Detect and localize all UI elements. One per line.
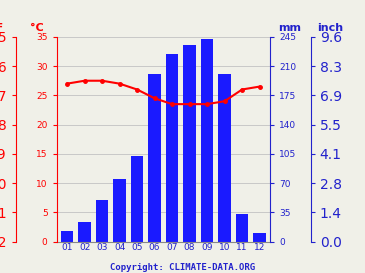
Bar <box>166 54 178 242</box>
Bar <box>61 231 73 242</box>
Bar <box>131 156 143 242</box>
Bar <box>114 179 126 242</box>
Text: Copyright: CLIMATE-DATA.ORG: Copyright: CLIMATE-DATA.ORG <box>110 263 255 272</box>
Bar <box>236 214 248 242</box>
Text: °F: °F <box>0 23 3 33</box>
Text: inch: inch <box>317 23 343 33</box>
Text: °C: °C <box>31 23 44 33</box>
Bar <box>201 39 213 242</box>
Bar <box>253 233 266 242</box>
Bar <box>219 75 231 242</box>
Bar <box>78 222 91 242</box>
Text: mm: mm <box>278 23 301 33</box>
Bar <box>184 45 196 242</box>
Bar <box>149 75 161 242</box>
Bar <box>96 200 108 242</box>
